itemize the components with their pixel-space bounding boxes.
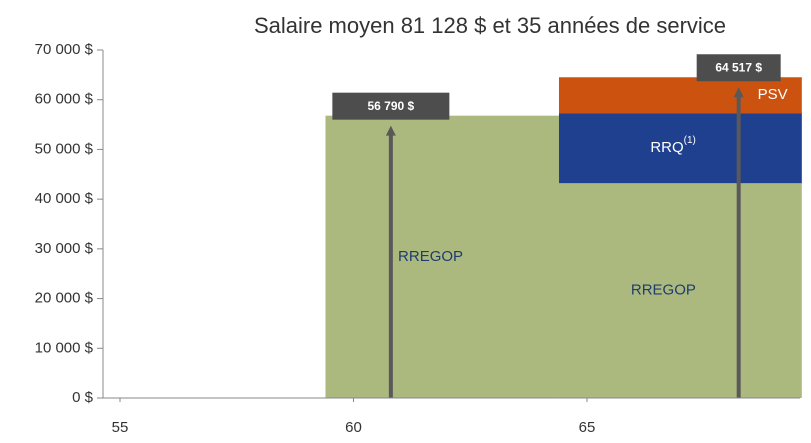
segment-label: RREGOP — [398, 248, 463, 265]
y-tick-label: 30 000 $ — [35, 240, 94, 257]
arrow-head — [733, 87, 744, 98]
y-tick-label: 20 000 $ — [35, 290, 94, 307]
arrow-head — [385, 125, 396, 136]
total-box — [696, 54, 781, 82]
segment-label: RRQ(1) — [650, 135, 696, 156]
total-label: 56 790 $ — [368, 99, 415, 113]
bar-segment — [558, 77, 802, 114]
bar-segment — [558, 183, 802, 398]
y-tick-label: 0 $ — [72, 389, 94, 406]
segment-name: PSV — [758, 86, 788, 103]
bar-segment — [558, 113, 802, 184]
y-tick-label: 70 000 $ — [35, 41, 94, 58]
note-marker: (1) — [684, 135, 696, 146]
x-tick-label: 65 — [579, 419, 596, 436]
segment-name: RRQ — [650, 139, 683, 156]
x-tick-label: 55 — [112, 419, 129, 436]
y-tick-label: 50 000 $ — [35, 140, 94, 157]
segment-name: RREGOP — [631, 282, 696, 299]
y-tick-label: 60 000 $ — [35, 91, 94, 108]
segment-label: PSV — [758, 86, 788, 103]
total-box — [332, 92, 450, 120]
bar-segment — [325, 115, 559, 398]
total-label: 64 517 $ — [715, 60, 762, 74]
y-tick-label: 40 000 $ — [35, 190, 94, 207]
segment-name: RREGOP — [398, 248, 463, 265]
x-tick-label: 60 — [345, 419, 362, 436]
chart-title: Salaire moyen 81 128 $ et 35 années de s… — [254, 13, 726, 38]
y-tick-label: 10 000 $ — [35, 339, 94, 356]
segment-label: RREGOP — [631, 282, 696, 299]
